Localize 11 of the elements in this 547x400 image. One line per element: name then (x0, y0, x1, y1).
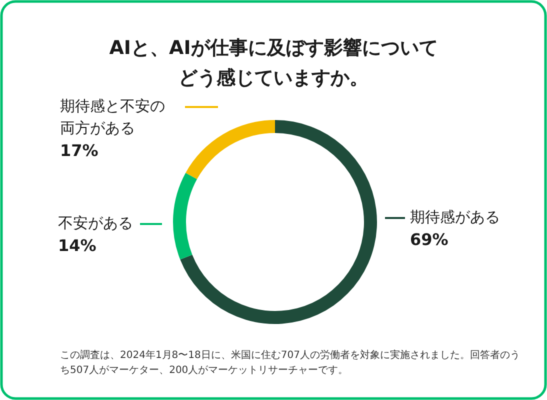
donut-slice (173, 172, 198, 260)
data-label: 17% (60, 141, 98, 160)
donut-slice (186, 120, 275, 180)
data-label: 14% (58, 236, 96, 255)
donut-slice (180, 120, 377, 324)
legend-label: 期待感と不安の両方がある (60, 97, 165, 137)
text: この調査は、2024年1月8〜18日に、米国に住む707人の労働者を対象に実施されました。回答者のうち507人がマーケター、200人がマーケットリサーチャーです。 (60, 349, 520, 376)
data-label: 69% (410, 230, 448, 249)
slice-label: 期待感がある (410, 208, 500, 226)
slice-label: 不安がある (58, 214, 133, 232)
chart-title: AIと、AIが仕事に及ぼす影響についてどう感じていますか。 (109, 37, 438, 89)
